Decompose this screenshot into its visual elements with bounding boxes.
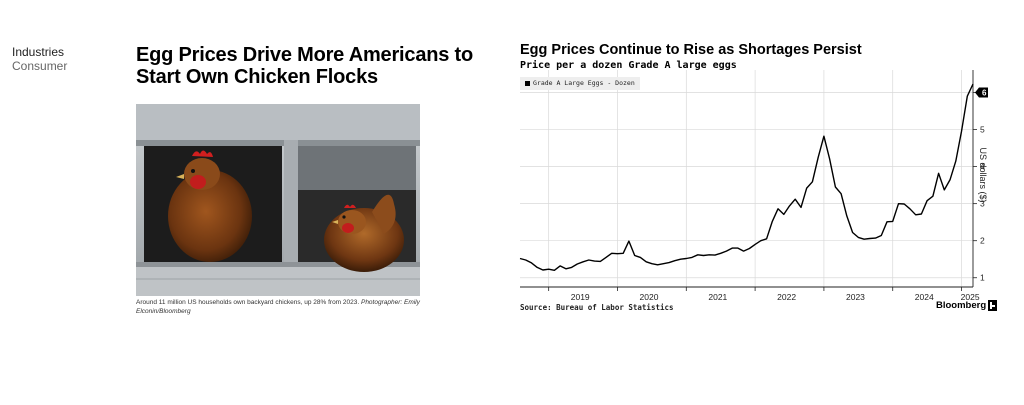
bloomberg-brand: Bloomberg (936, 300, 987, 311)
category-block: Industries Consumer (12, 45, 67, 73)
chicken-photo-illustration (136, 104, 420, 296)
y-tick-label: 5 (980, 125, 985, 135)
legend-swatch (525, 80, 530, 86)
x-tick-label: 2019 (571, 292, 590, 302)
line-chart: 12345620192020202120222023202420256 (519, 70, 988, 302)
y-tick-label: 3 (980, 199, 985, 209)
chart-panel: Egg Prices Continue to Rise as Shortages… (512, 0, 1024, 405)
x-tick-label: 2025 (961, 292, 980, 302)
chart-source: Source: Bureau of Labor Statistics (520, 303, 674, 312)
y-tick-label: 1 (980, 273, 985, 283)
y-tick-label: 4 (980, 162, 985, 172)
series-line (519, 83, 974, 271)
chart-legend: Grade A Large Eggs - Dozen (520, 77, 640, 90)
article-headline[interactable]: Egg Prices Drive More Americans to Start… (136, 44, 474, 88)
last-value-tag (975, 87, 988, 98)
bloomberg-logo-icon (988, 300, 997, 311)
chicken-photo (136, 104, 420, 296)
label-layer: 12345620192020202120222023202420256 (571, 87, 988, 302)
category-primary[interactable]: Industries (12, 45, 65, 59)
x-tick-label: 2023 (846, 292, 865, 302)
caption-credit: Photographer: Emily Elconin/Bloomberg (136, 299, 420, 315)
photo-caption: Around 11 million US households own back… (136, 299, 426, 316)
last-value-label: 6 (982, 89, 987, 98)
x-tick-label: 2022 (777, 292, 796, 302)
x-tick-label: 2021 (708, 292, 727, 302)
chart-subtitle: Price per a dozen Grade A large eggs (520, 60, 737, 71)
article-panel: Industries Consumer Egg Prices Drive Mor… (0, 0, 500, 405)
x-tick-label: 2024 (915, 292, 934, 302)
chart-title: Egg Prices Continue to Rise as Shortages… (520, 42, 862, 58)
last-value-marker: 6 (975, 87, 988, 98)
legend-label: Grade A Large Eggs - Dozen (533, 79, 635, 87)
category-secondary[interactable]: Consumer (12, 59, 68, 73)
caption-text: Around 11 million US households own back… (136, 299, 360, 306)
x-tick-label: 2020 (640, 292, 659, 302)
y-tick-label: 2 (980, 236, 985, 246)
grid-layer (520, 70, 973, 287)
y-axis-label: US dollars ($) (978, 147, 988, 203)
axis-layer (520, 70, 977, 291)
series-layer (519, 83, 974, 271)
